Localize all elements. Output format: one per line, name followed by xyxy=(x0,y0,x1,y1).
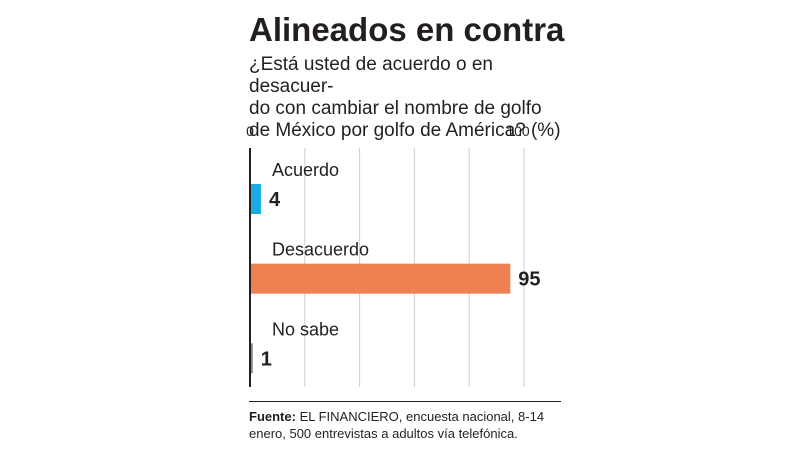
category-label-no-sabe: No sabe xyxy=(272,319,339,339)
subtitle-line-2: do con cambiar el nombre de golfo xyxy=(249,98,542,119)
source-note: Fuente: EL FINANCIERO, encuesta nacional… xyxy=(249,408,569,442)
value-label-desacuerdo: 95 xyxy=(518,269,540,291)
value-label-no-sabe: 1 xyxy=(261,348,272,370)
subtitle-line-3: de México por golfo de América? (%) xyxy=(249,120,561,141)
category-label-acuerdo: Acuerdo xyxy=(272,160,339,180)
category-label-desacuerdo: Desacuerdo xyxy=(272,240,369,260)
chart-title: Alineados en contra xyxy=(249,11,565,48)
source-divider xyxy=(249,401,561,402)
tick-label-min: 0 xyxy=(246,123,254,139)
bar-desacuerdo xyxy=(250,263,511,294)
bar-acuerdo xyxy=(250,184,261,214)
subtitle-line-1: ¿Está usted de acuerdo o en desacuer- xyxy=(249,54,493,97)
source-label: Fuente: xyxy=(249,409,296,424)
tick-label-max: 100 xyxy=(506,123,530,139)
value-label-acuerdo: 4 xyxy=(269,189,281,211)
chart-subtitle: ¿Está usted de acuerdo o en desacuer- do… xyxy=(249,54,569,142)
source-text: EL FINANCIERO, encuesta nacional, 8-14 e… xyxy=(249,409,545,441)
bar-no-sabe xyxy=(250,343,253,374)
